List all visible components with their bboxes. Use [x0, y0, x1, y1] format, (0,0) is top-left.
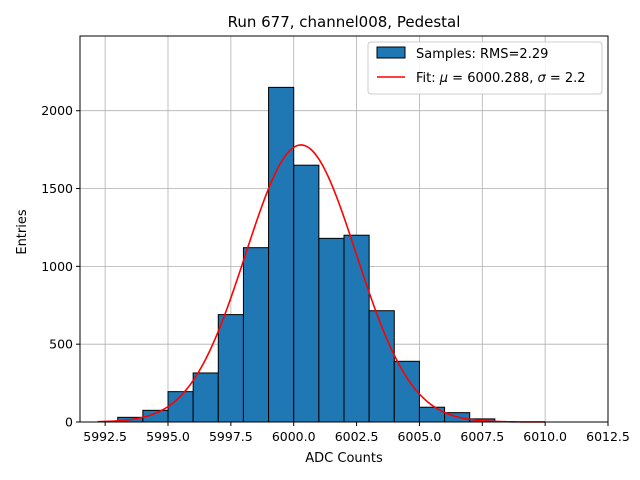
legend-histogram-label: Samples: RMS=2.29: [416, 47, 548, 62]
y-tick-label: 1500: [41, 181, 73, 196]
histogram-bar: [318, 237, 345, 423]
legend-fit-sigma-symbol: σ: [538, 71, 547, 86]
x-tick-label: 6010.0: [523, 429, 567, 444]
legend-fit-mu-value: = 6000.288,: [448, 71, 537, 86]
legend-fit-sigma-value: = 2.2: [546, 71, 586, 86]
histogram-bar: [268, 86, 295, 423]
histogram-bar: [343, 234, 370, 423]
y-tick-label: 0: [65, 415, 73, 430]
legend-histogram-swatch: [376, 46, 406, 59]
histogram-bars: [117, 86, 496, 423]
y-axis-label: Entries: [15, 209, 30, 255]
histogram-bar: [293, 164, 320, 423]
x-tick-label: 6012.5: [586, 429, 630, 444]
legend-fit-label: Fit: μ = 6000.288, σ = 2.2: [416, 71, 586, 86]
histogram-bar: [192, 372, 219, 423]
histogram-bar: [242, 247, 270, 423]
y-tick-label: 2000: [41, 103, 73, 118]
fit-curve-layer: [97, 144, 546, 423]
histogram-bar: [393, 360, 420, 423]
y-tick-label: 1000: [41, 259, 73, 274]
x-axis-label: ADC Counts: [305, 451, 383, 466]
chart-title: Run 677, channel008, Pedestal: [228, 13, 461, 31]
x-tick-label: 6000.0: [272, 429, 316, 444]
histogram-bar: [368, 310, 395, 423]
legend-fit-mu-symbol: μ: [439, 71, 448, 86]
legend-box: [367, 41, 603, 95]
grid-layer: [80, 36, 609, 423]
legend: Samples: RMS=2.29 Fit: μ = 6000.288, σ =…: [367, 41, 603, 95]
legend-fit-prefix: Fit:: [416, 71, 440, 86]
histogram-bar: [217, 314, 244, 423]
x-tick-label: 5992.5: [83, 429, 127, 444]
histogram-bar: [418, 406, 446, 423]
x-tick-label: 6005.0: [398, 429, 442, 444]
x-tick-label: 5997.5: [209, 429, 253, 444]
x-tick-label: 6007.5: [460, 429, 504, 444]
x-tick-label: 5995.0: [146, 429, 190, 444]
y-tick-label: 500: [49, 337, 73, 352]
gaussian-fit-curve: [97, 144, 546, 423]
axis-ticks: 5992.5 5995.0 5997.5 6000.0 6002.5 6005.0 6007…: [41, 103, 630, 444]
axes-frame: [79, 35, 609, 423]
x-tick-label: 6002.5: [335, 429, 379, 444]
